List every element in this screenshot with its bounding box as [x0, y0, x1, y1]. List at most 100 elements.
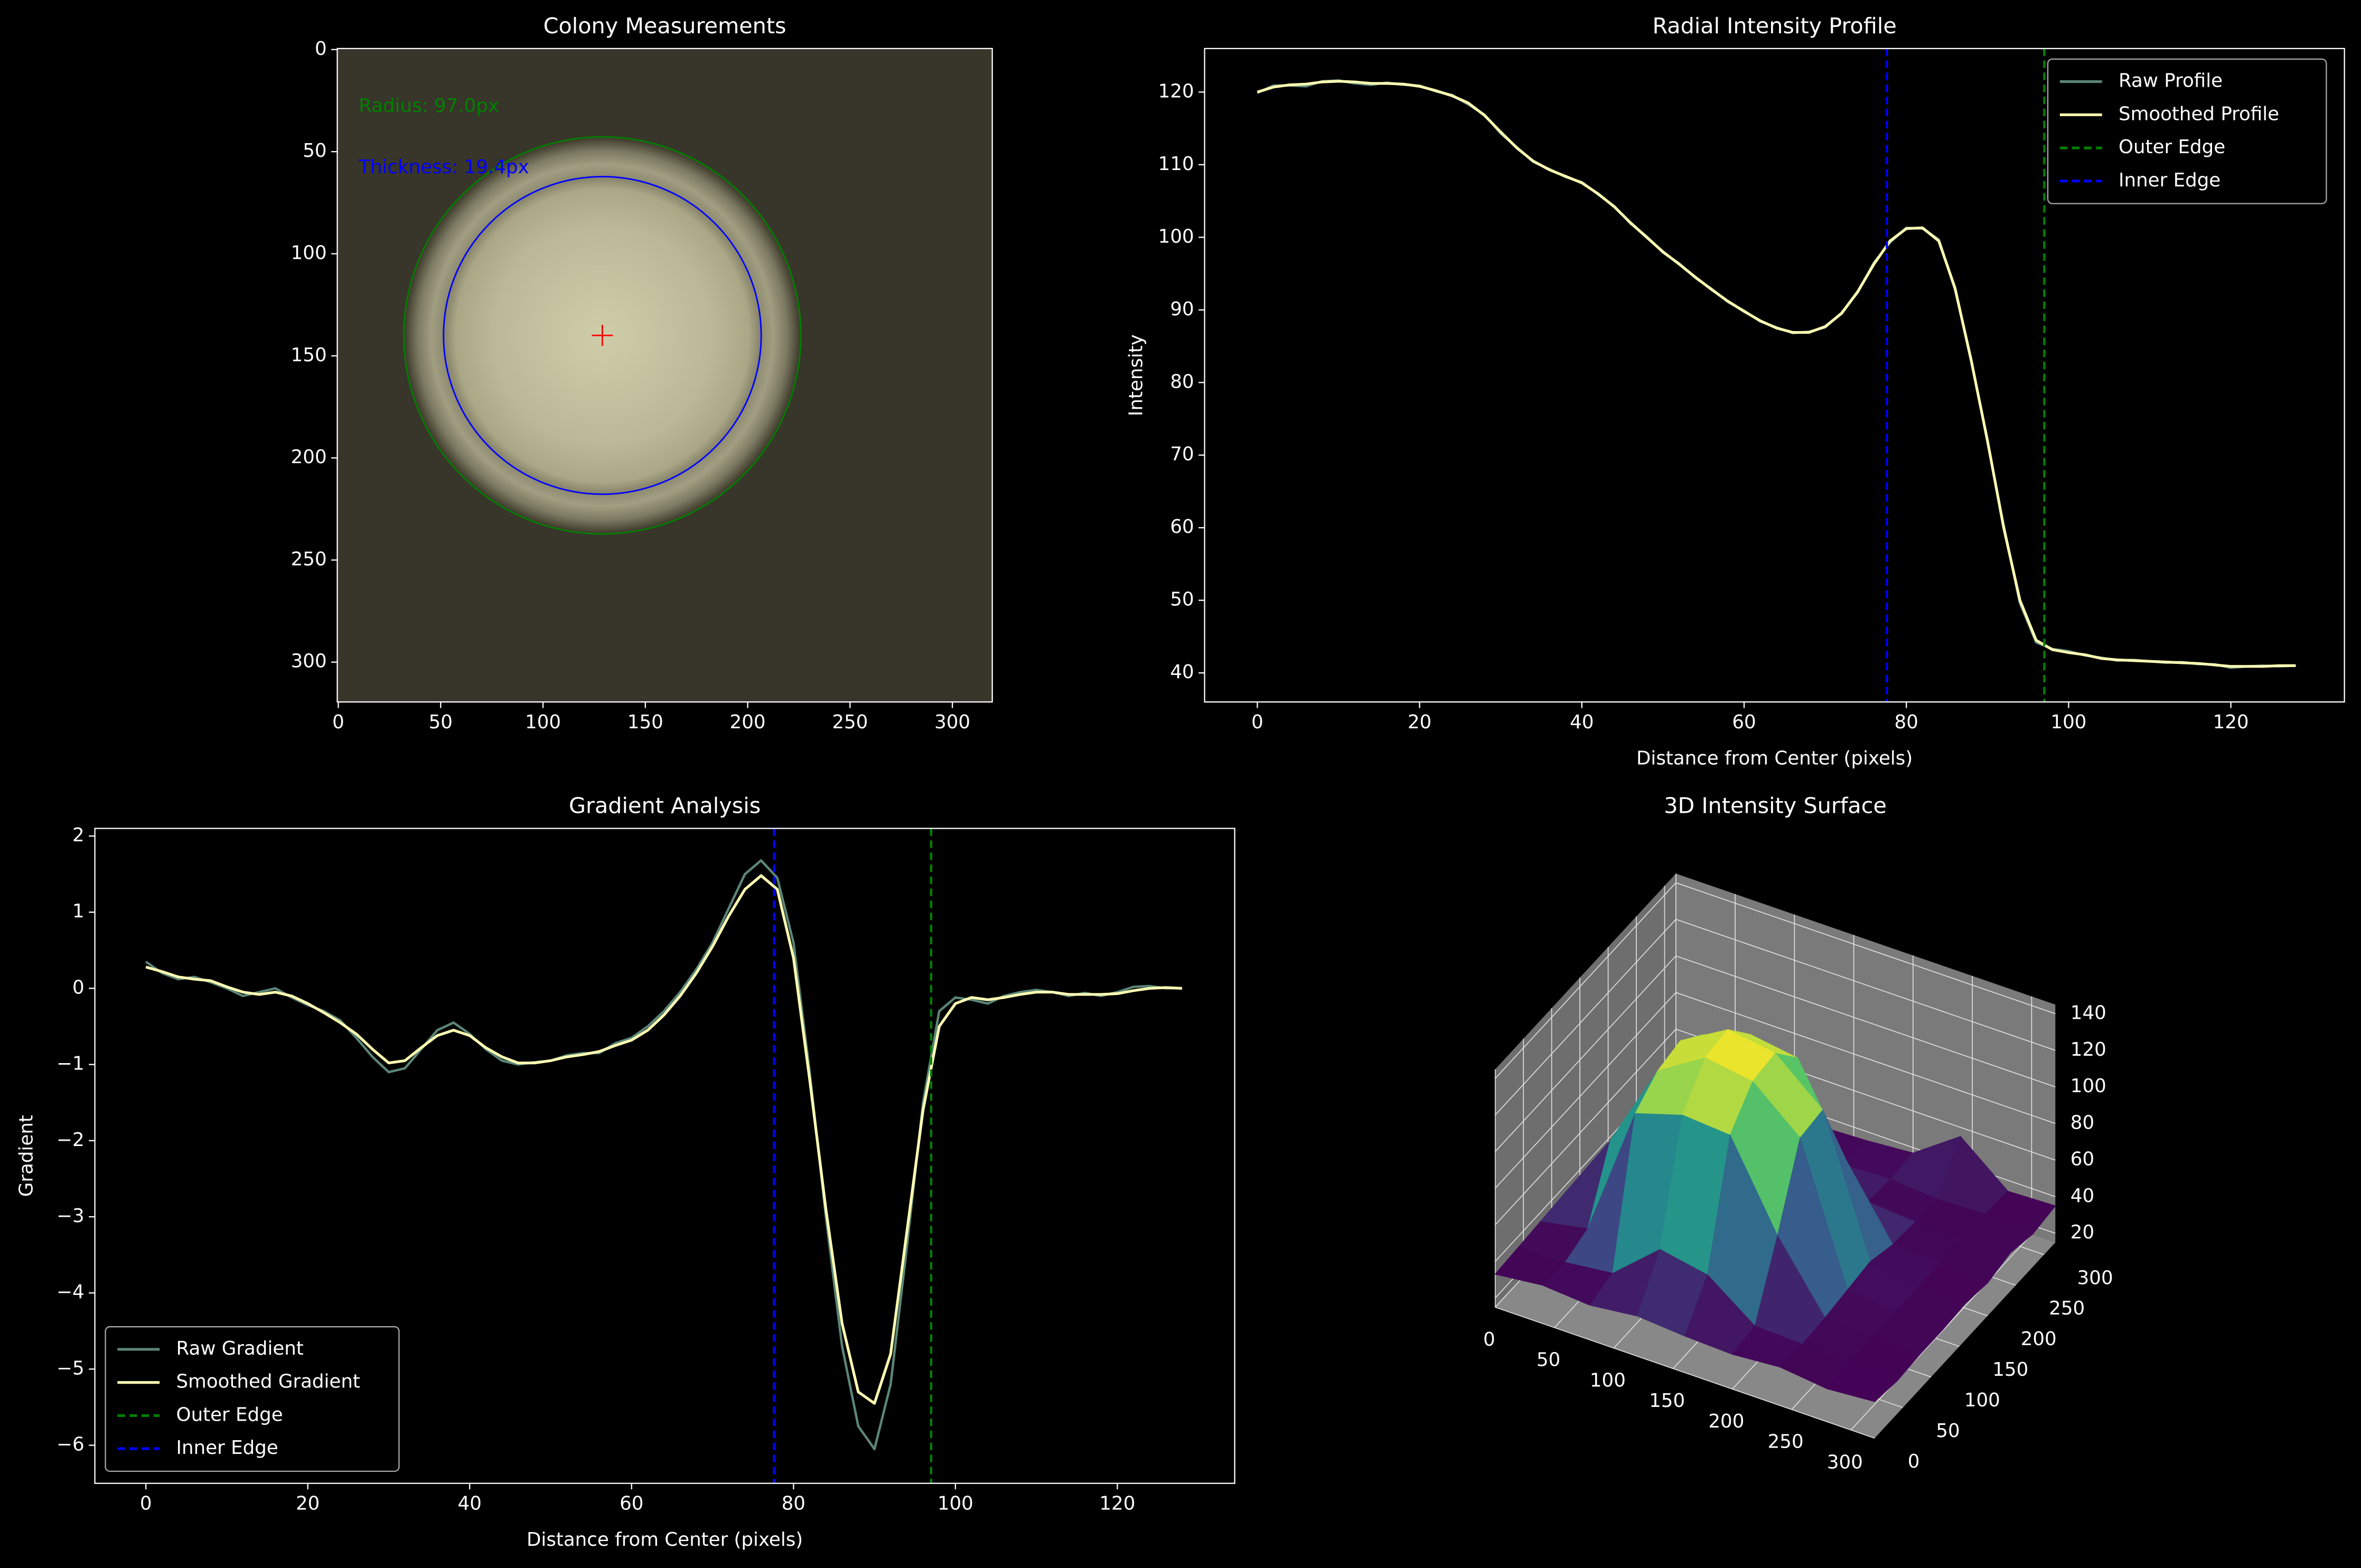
- z-tick-label: 100: [2070, 1075, 2106, 1097]
- series-line: [1257, 80, 2296, 668]
- annotation: Radius: 97.0px: [359, 95, 499, 117]
- grid-line: [1675, 882, 2056, 1015]
- legend-label: Smoothed Gradient: [176, 1371, 360, 1393]
- x-tick-label: 50: [1536, 1349, 1560, 1371]
- series-line: [145, 874, 1183, 1405]
- y-tick-label: 200: [2021, 1328, 2057, 1350]
- x-tick-label: 60: [1732, 711, 1756, 733]
- chart-title: 3D Intensity Surface: [1664, 793, 1887, 819]
- y-tick-label: 100: [291, 242, 327, 264]
- grid-line: [1495, 1307, 1875, 1439]
- y-tick-label: 0: [1908, 1451, 1920, 1472]
- x-tick-label: 150: [1649, 1390, 1685, 1412]
- grid-line: [1495, 992, 1676, 1189]
- x-tick-label: 300: [934, 711, 970, 733]
- x-tick-label: 0: [1251, 711, 1263, 733]
- y-tick-label: 150: [291, 344, 327, 366]
- x-tick-label: 300: [1827, 1451, 1863, 1473]
- x-tick-label: 150: [627, 711, 663, 733]
- chart-title: Colony Measurements: [544, 13, 786, 39]
- y-tick-label: 1: [72, 900, 85, 922]
- y-tick-label: −5: [57, 1357, 85, 1379]
- y-tick-label: 100: [1158, 226, 1194, 247]
- legend-label: Inner Edge: [2119, 170, 2221, 191]
- x-tick-label: 80: [1895, 711, 1918, 733]
- y-tick-label: 70: [1170, 444, 1194, 465]
- grid-line: [1495, 882, 1676, 1079]
- z-tick-label: 140: [2070, 1002, 2106, 1024]
- y-tick-label: 50: [1936, 1420, 1960, 1442]
- x-tick-label: 80: [782, 1493, 805, 1515]
- y-tick-label: 40: [1170, 661, 1194, 683]
- x-tick-label: 40: [1570, 711, 1594, 733]
- axes-frame: [94, 828, 1235, 1484]
- x-tick-label: 20: [1408, 711, 1431, 733]
- surface-facet: [1826, 1362, 1898, 1402]
- y-axis-label: Intensity: [1125, 334, 1147, 416]
- x-tick-label: 120: [2213, 711, 2249, 733]
- y-tick-label: 100: [1964, 1389, 2000, 1411]
- y-tick-label: 2: [72, 824, 85, 846]
- y-tick-label: 50: [303, 140, 326, 162]
- y-tick-label: 110: [1158, 153, 1194, 175]
- x-tick-label: 120: [1099, 1493, 1135, 1515]
- x-tick-label: 250: [832, 711, 868, 733]
- legend-label: Smoothed Profile: [2119, 103, 2279, 125]
- center-marker: [592, 325, 613, 346]
- x-axis-label: Distance from Center (pixels): [1636, 747, 1913, 769]
- x-tick-label: 0: [332, 711, 344, 733]
- axes-frame: [1204, 48, 2345, 703]
- measure-circle: [403, 136, 802, 535]
- y-tick-label: −3: [57, 1205, 85, 1227]
- z-tick-label: 20: [2070, 1222, 2094, 1243]
- grid-line: [1850, 1234, 2032, 1431]
- x-tick-label: 0: [140, 1493, 152, 1515]
- x-tick-label: 100: [2050, 711, 2086, 733]
- x-tick-label: 40: [458, 1493, 482, 1515]
- x-axis-label: Distance from Center (pixels): [527, 1529, 803, 1551]
- y-tick-label: 90: [1170, 298, 1194, 320]
- grid-line: [1675, 992, 2056, 1124]
- y-tick-label: 250: [2049, 1298, 2085, 1319]
- grid-line: [1675, 918, 2056, 1051]
- legend-box: [2047, 58, 2327, 204]
- annotation: Thickness: 19.4px: [358, 156, 529, 178]
- y-tick-label: 0: [315, 38, 327, 60]
- chart-title: Radial Intensity Profile: [1652, 13, 1896, 39]
- legend-label: Raw Gradient: [176, 1338, 304, 1359]
- y-axis-label: Gradient: [15, 1115, 37, 1197]
- y-tick-label: 80: [1170, 371, 1194, 392]
- y-tick-label: 60: [1170, 516, 1194, 538]
- x-tick-label: 0: [1483, 1329, 1495, 1350]
- y-tick-label: 120: [1158, 80, 1194, 102]
- axes-frame: [336, 48, 993, 703]
- z-tick-label: 60: [2070, 1149, 2094, 1170]
- measure-circle: [443, 175, 762, 495]
- x-tick-label: 100: [1590, 1369, 1626, 1391]
- x-tick-label: 100: [525, 711, 561, 733]
- y-tick-label: 0: [72, 977, 85, 998]
- x-tick-label: 250: [1768, 1431, 1804, 1453]
- grid-line: [1675, 955, 2056, 1087]
- y-tick-label: 250: [291, 548, 327, 570]
- x-tick-label: 100: [938, 1493, 973, 1515]
- z-tick-label: 40: [2070, 1185, 2094, 1207]
- grid-line: [1495, 1029, 1676, 1225]
- legend-box: [105, 1326, 400, 1472]
- legend-label: Outer Edge: [176, 1404, 283, 1425]
- x-tick-label: 60: [620, 1493, 643, 1515]
- y-tick-label: 300: [291, 651, 327, 672]
- grid-line: [1495, 955, 1676, 1152]
- chart-title: Gradient Analysis: [569, 793, 761, 819]
- x-tick-label: 200: [730, 711, 766, 733]
- x-tick-label: 50: [429, 711, 453, 733]
- z-tick-label: 80: [2070, 1112, 2094, 1133]
- legend-label: Outer Edge: [2119, 136, 2225, 158]
- y-tick-label: 50: [1170, 589, 1194, 611]
- y-tick-label: −2: [57, 1129, 85, 1151]
- y-tick-label: 150: [1992, 1359, 2028, 1381]
- x-tick-label: 20: [296, 1493, 320, 1515]
- y-tick-label: −6: [57, 1434, 85, 1456]
- legend-label: Inner Edge: [176, 1437, 278, 1459]
